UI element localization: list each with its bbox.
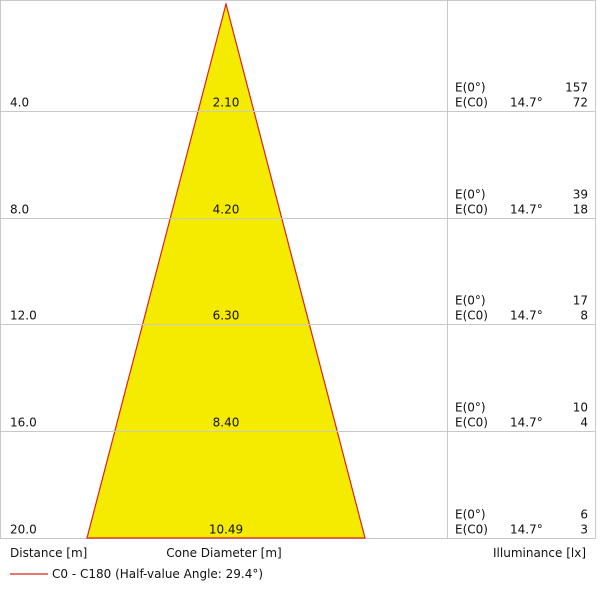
cone bbox=[86, 1, 366, 539]
ec0-label: E(C0) bbox=[455, 416, 488, 430]
angle: 14.7° bbox=[510, 416, 543, 430]
ec0-label: E(C0) bbox=[455, 309, 488, 323]
distance: 8.0 bbox=[10, 203, 29, 217]
e0-label: E(0°) bbox=[455, 508, 486, 522]
ec0-value: 4 bbox=[580, 416, 588, 430]
diameter: 6.30 bbox=[213, 309, 240, 323]
distance: 4.0 bbox=[10, 96, 29, 110]
diameter-label: Cone Diameter [m] bbox=[166, 546, 281, 560]
ec0-value: 18 bbox=[573, 203, 588, 217]
distance: 20.0 bbox=[10, 523, 37, 537]
e0-label: E(0°) bbox=[455, 401, 486, 415]
e0-label: E(0°) bbox=[455, 294, 486, 308]
cone-layer bbox=[86, 1, 366, 539]
distance-label: Distance [m] bbox=[10, 546, 87, 560]
diameter: 4.20 bbox=[213, 203, 240, 217]
angle: 14.7° bbox=[510, 96, 543, 110]
angle: 14.7° bbox=[510, 523, 543, 537]
illuminance-label: Illuminance [lx] bbox=[493, 546, 586, 560]
ec0-label: E(C0) bbox=[455, 96, 488, 110]
angle: 14.7° bbox=[510, 203, 543, 217]
e0-value: 6 bbox=[580, 508, 588, 522]
e0-value: 10 bbox=[573, 401, 588, 415]
e0-value: 39 bbox=[573, 188, 588, 202]
legend-label: C0 - C180 (Half-value Angle: 29.4°) bbox=[52, 567, 263, 581]
ec0-value: 8 bbox=[580, 309, 588, 323]
angle: 14.7° bbox=[510, 309, 543, 323]
e0-label: E(0°) bbox=[455, 188, 486, 202]
ec0-value: 72 bbox=[573, 96, 588, 110]
e0-value: 17 bbox=[573, 294, 588, 308]
distance: 12.0 bbox=[10, 309, 37, 323]
diameter: 2.10 bbox=[213, 96, 240, 110]
ec0-label: E(C0) bbox=[455, 203, 488, 217]
diameter: 10.49 bbox=[209, 523, 243, 537]
e0-label: E(0°) bbox=[455, 81, 486, 95]
e0-value: 157 bbox=[565, 81, 588, 95]
rows-layer: 4.0 2.10 E(0°) 157 E(C0) 14.7° 72 8.0 4.20 E(0°) 3… bbox=[0, 81, 596, 537]
ec0-value: 3 bbox=[580, 523, 588, 537]
diameter: 8.40 bbox=[213, 416, 240, 430]
distance: 16.0 bbox=[10, 416, 37, 430]
ec0-label: E(C0) bbox=[455, 523, 488, 537]
